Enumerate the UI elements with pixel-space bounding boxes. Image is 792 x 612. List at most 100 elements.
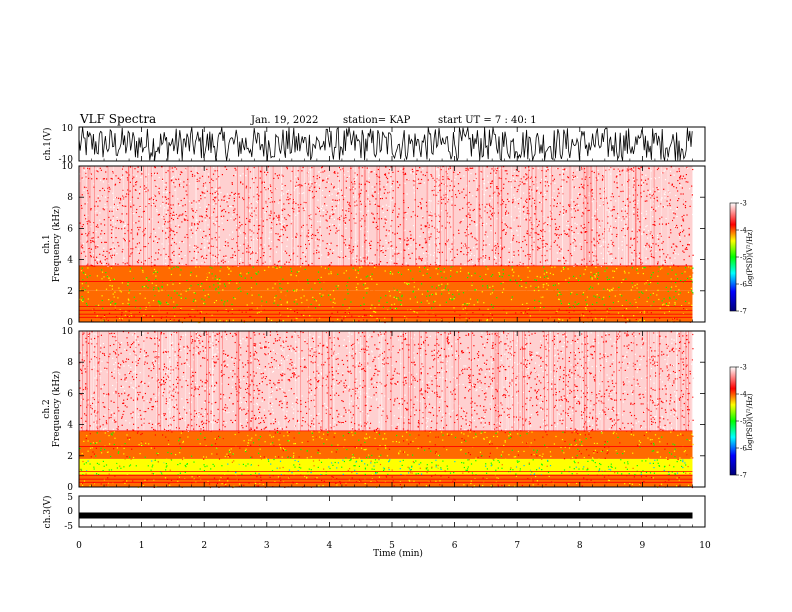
spectrogram-pixel	[110, 255, 112, 257]
spectrogram-pixel	[234, 192, 236, 194]
spectrogram-pixel	[102, 264, 104, 266]
spectrogram-pixel	[528, 308, 530, 310]
spectrogram-pixel	[451, 259, 453, 261]
spectrogram-pixel	[271, 201, 273, 203]
spectrogram-pixel	[633, 167, 635, 169]
spectrogram-pixel	[245, 223, 247, 225]
spectrogram-pixel	[524, 213, 526, 215]
spectrogram-pixel	[227, 242, 229, 244]
spectrogram-pixel	[467, 168, 469, 170]
spectrogram-pixel	[166, 198, 168, 200]
spectrogram-pixel	[367, 210, 369, 212]
spectrogram-pixel	[254, 320, 256, 322]
spectrogram-pixel	[660, 301, 662, 304]
spectrogram-pixel	[568, 303, 570, 305]
spectrogram-pixel	[255, 213, 257, 215]
spectrogram-pixel	[490, 304, 493, 306]
spectrogram-pixel	[202, 192, 204, 194]
spectrogram-pixel	[245, 268, 247, 270]
spectrogram-pixel	[558, 260, 560, 262]
spectrogram-pixel	[385, 235, 387, 237]
spectrogram-pixel	[523, 205, 525, 207]
spectrogram-pixel	[157, 214, 159, 216]
spectrogram-pixel	[374, 218, 376, 220]
spectrogram-pixel	[169, 192, 171, 194]
spectrogram-pixel	[251, 250, 253, 252]
spectrogram-pixel	[593, 244, 595, 246]
spectrogram-pixel	[117, 197, 120, 199]
spectrogram-pixel	[669, 204, 671, 207]
spectrogram-pixel	[507, 273, 509, 275]
spectrogram-pixel	[324, 196, 326, 198]
spectrogram-pixel	[441, 283, 443, 285]
spectrogram-pixel	[492, 307, 494, 309]
spectrogram-pixel	[621, 281, 623, 283]
spectrogram-pixel	[191, 284, 193, 286]
spectrogram-pixel	[639, 319, 641, 321]
spectrogram-pixel	[391, 273, 394, 275]
spectrogram-pixel	[651, 243, 653, 246]
spectrogram-pixel	[255, 269, 257, 271]
spectrogram-pixel	[208, 176, 210, 178]
spectrogram-pixel	[343, 220, 345, 222]
spectrogram-pixel	[591, 229, 593, 231]
spectrogram-pixel	[387, 181, 389, 183]
spectrogram-pixel	[145, 315, 147, 317]
spectrogram-pixel	[656, 187, 658, 189]
spectrogram-pixel	[179, 226, 181, 228]
spectrogram-pixel	[225, 200, 227, 202]
spectrogram-pixel	[674, 301, 676, 304]
spectrogram-pixel	[412, 180, 414, 182]
spectrogram-pixel	[484, 206, 486, 208]
spectrogram-pixel	[116, 253, 118, 255]
spectrogram-pixel	[599, 226, 601, 228]
spectrogram-pixel	[685, 174, 687, 176]
spectrogram-pixel	[326, 211, 328, 213]
spectrogram-pixel	[659, 218, 661, 220]
spectrogram-pixel	[665, 223, 667, 225]
spectrogram-pixel	[320, 234, 322, 237]
spectrogram-pixel	[221, 222, 223, 224]
spectrogram-pixel	[161, 319, 163, 321]
spectrogram-pixel	[81, 296, 83, 298]
spectrogram-pixel	[136, 232, 139, 234]
spectrogram-pixel	[96, 261, 98, 263]
spectrogram-pixel	[250, 287, 253, 289]
spectrogram-pixel	[606, 310, 608, 312]
spectrogram-pixel	[319, 317, 321, 319]
spectrogram-pixel	[198, 180, 200, 182]
spectrogram-pixel	[524, 183, 526, 185]
spectrogram-pixel	[142, 271, 144, 273]
spectrogram-pixel	[673, 264, 675, 266]
spectrogram-pixel	[165, 186, 167, 188]
spectrogram-pixel	[120, 177, 123, 179]
spectrogram-pixel	[517, 308, 519, 310]
spectrogram-pixel	[309, 169, 311, 171]
spectrogram-pixel	[322, 180, 324, 182]
spectrogram-pixel	[284, 185, 286, 187]
spectrogram-pixel	[367, 275, 369, 277]
spectrogram-pixel	[349, 205, 351, 207]
spectrogram-pixel	[445, 285, 447, 287]
spectrogram-pixel	[267, 288, 269, 290]
spectrogram-pixel	[483, 304, 485, 306]
spectrogram-pixel	[300, 184, 302, 186]
spectrogram-pixel	[619, 308, 621, 310]
spectrogram-pixel	[542, 296, 544, 298]
spectrogram-pixel	[381, 249, 383, 251]
spectrogram-pixel	[622, 200, 624, 203]
spectrogram-pixel	[226, 201, 228, 203]
spectrogram-pixel	[519, 285, 521, 287]
spectrogram-pixel	[423, 182, 425, 184]
spectrogram-pixel	[536, 189, 538, 192]
spectrogram-pixel	[276, 175, 278, 177]
spectrogram-pixel	[348, 210, 350, 212]
spectrogram-pixel	[388, 242, 390, 244]
spectrogram-pixel	[682, 281, 684, 283]
spectrogram-pixel	[276, 221, 278, 223]
spectrogram-pixel	[610, 289, 612, 291]
spectrogram-pixel	[658, 223, 661, 225]
spectrogram-pixel	[476, 270, 479, 272]
spectrogram-pixel	[661, 216, 663, 218]
spectrogram-pixel	[255, 252, 257, 254]
